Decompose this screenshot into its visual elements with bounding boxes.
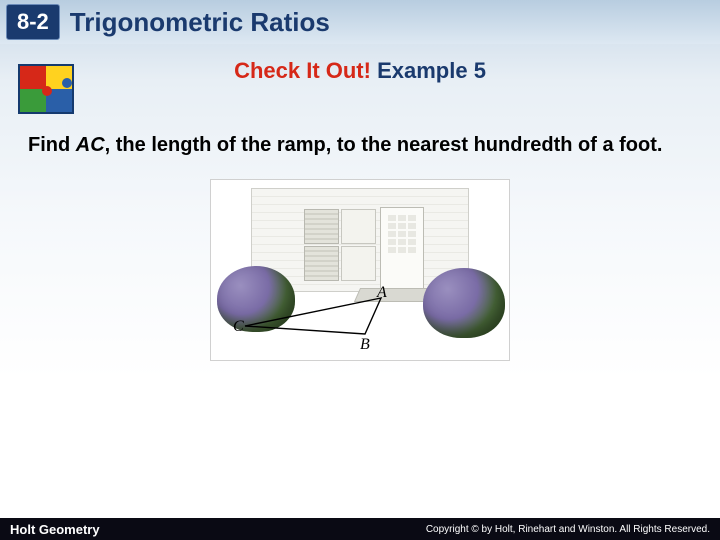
lesson-title: Trigonometric Ratios	[70, 7, 330, 38]
point-label-a: A	[377, 284, 387, 302]
problem-rest: , the length of the ramp, to the nearest…	[105, 134, 663, 156]
footer-copyright: Copyright © by Holt, Rinehart and Winsto…	[426, 524, 710, 535]
example-subtitle: Check It Out! Example 5	[0, 58, 720, 84]
problem-prefix: Find	[28, 134, 76, 156]
ramp-figure: A B C	[210, 179, 510, 361]
door	[380, 207, 424, 291]
footer-publisher: Holt Geometry	[10, 522, 100, 537]
problem-variable: AC	[76, 134, 105, 156]
subtitle-example: Example 5	[377, 58, 486, 83]
lesson-number-badge: 8-2	[6, 4, 60, 40]
window	[304, 209, 376, 281]
subtitle-lead: Check It Out!	[234, 58, 371, 83]
problem-statement: Find AC, the length of the ramp, to the …	[28, 132, 692, 159]
lesson-header: 8-2 Trigonometric Ratios	[0, 0, 720, 44]
bush-right	[423, 268, 505, 338]
point-label-b: B	[360, 336, 370, 354]
puzzle-icon	[18, 64, 74, 114]
footer-bar: Holt Geometry Copyright © by Holt, Rineh…	[0, 518, 720, 540]
point-label-c: C	[233, 318, 244, 336]
